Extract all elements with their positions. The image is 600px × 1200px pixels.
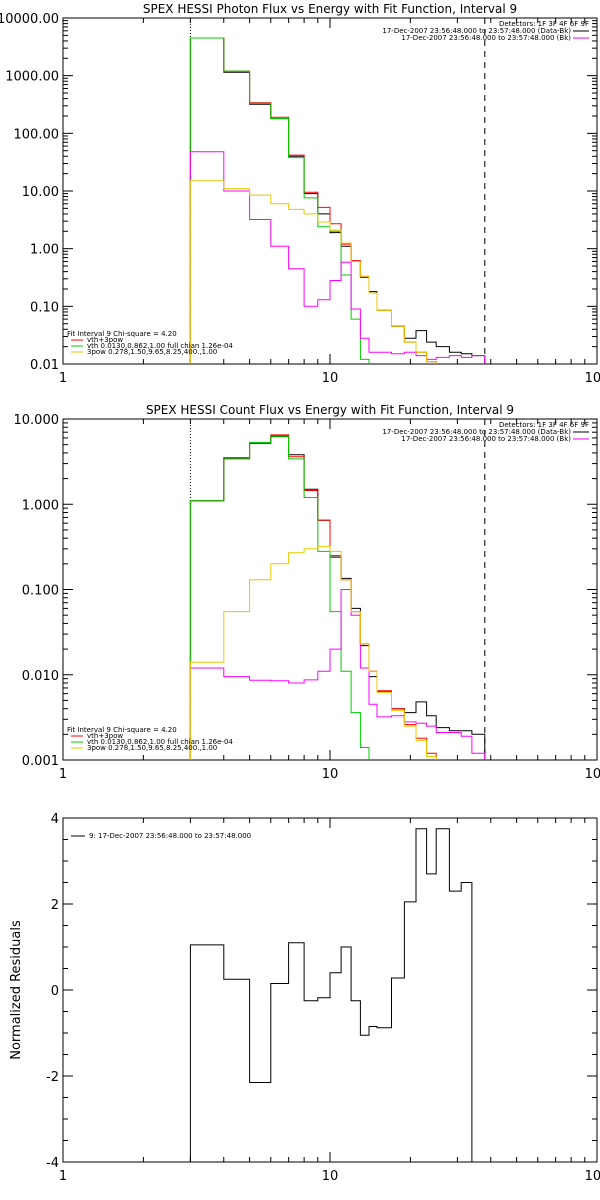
y-tick-label: 0.10 [30, 300, 59, 315]
y-axis-label: Normalized Residuals [9, 920, 24, 1060]
chart-title: SPEX HESSI Count Flux vs Energy with Fit… [146, 403, 514, 417]
y-tick-label: 0.001 [22, 754, 59, 769]
y-tick-label: 0.010 [22, 669, 59, 684]
fit-legend-entry: Fit Interval 9 Chi-square = 4.20 [67, 726, 177, 734]
x-tick-label: 1 [59, 371, 67, 386]
series-line-4 [189, 589, 486, 760]
legend-entry: Detectors: 1F 3F 4F 6F 9F [499, 421, 589, 429]
x-tick-label: 100 [585, 371, 600, 386]
series-group [189, 828, 473, 1162]
plot-frame [62, 17, 598, 365]
series-line-5 [189, 180, 437, 364]
legend-entry: Detectors: 1F 3F 4F 6F 9F [499, 20, 589, 28]
fit-legend-entry: vth 0.0130,0.862,1.00 full chian 1.26e-0… [87, 342, 233, 350]
y-axis: 0.001 0.010 0.100 1.000 10.000 [14, 413, 597, 769]
legend-entry: 17-Dec-2007 23:56:48.000 to 23:57:48.000… [401, 34, 571, 42]
series-line-5 [189, 545, 437, 760]
y-tick-label: -4 [46, 1156, 59, 1171]
series-line-1 [189, 435, 486, 760]
fit-legend-entry: Fit Interval 9 Chi-square = 4.20 [67, 330, 177, 338]
x-tick-label: 100 [585, 1169, 600, 1184]
y-tick-label: 10.00 [22, 185, 59, 200]
series-line-4 [189, 151, 486, 364]
series-line-2 [189, 434, 437, 760]
legend-entry: 17-Dec-2007 23:56:48.000 to 23:57:48.000… [401, 435, 571, 443]
fit-legend-entry: vth 0.0130,0.862,1.00 full chian 1.26e-0… [87, 738, 233, 746]
series-group [189, 37, 486, 364]
y-tick-label: 1000.00 [5, 70, 59, 85]
y-axis: 0.01 0.10 1.00 10.00 100.00 1000.00 10000.00 [0, 12, 597, 373]
y-tick-label: 10000.00 [0, 12, 59, 27]
y-tick-label: 0 [51, 984, 59, 999]
fit-legend-entry: 3pow 0.278,1.50,9.65,8.25,400.,1.00 [87, 744, 217, 752]
series-line-2 [189, 37, 437, 364]
fit-legend-entry: vth+3pow [87, 336, 123, 344]
y-tick-label: 2 [51, 898, 59, 913]
legend-entry: 17-Dec-2007 23:56:48.000 to 23:57:48.000… [382, 27, 571, 35]
fit-legend-entry: 3pow 0.278,1.50,9.65,8.25,400.,1.00 [87, 348, 217, 356]
chart-title: SPEX HESSI Photon Flux vs Energy with Fi… [143, 2, 517, 16]
y-tick-label: -2 [46, 1070, 59, 1085]
y-tick-label: 1.00 [30, 243, 59, 258]
x-tick-label: 10 [322, 767, 339, 782]
y-tick-label: 1.000 [22, 498, 59, 513]
legend-entry: 9: 17-Dec-2007 23:56:48.000 to 23:57:48.… [89, 832, 251, 840]
x-tick-label: 100 [585, 767, 600, 782]
chart-panel-3: 1 10 100 -4 -2 0 2 4 Normalized Residuals 9: 17-D… [9, 812, 600, 1184]
x-axis: 1 10 100 [59, 818, 600, 1184]
x-tick-label: 1 [59, 1169, 67, 1184]
series-line-1 [189, 37, 486, 364]
fit-legend-entry: vth+3pow [87, 732, 123, 740]
x-axis: 1 10 100 [59, 18, 600, 386]
legend-entry: 17-Dec-2007 23:56:48.000 to 23:57:48.000… [382, 428, 571, 436]
y-tick-label: 4 [51, 812, 59, 827]
series-group [189, 434, 486, 760]
x-axis: 1 10 100 [59, 419, 600, 782]
y-tick-label: 0.01 [30, 358, 59, 373]
series-line-3 [189, 436, 370, 760]
x-tick-label: 10 [322, 371, 339, 386]
y-tick-label: 100.00 [14, 127, 60, 142]
series-line-3 [189, 37, 370, 364]
series-line-1 [189, 828, 473, 1162]
x-tick-label: 10 [322, 1169, 339, 1184]
chart-panel-2: SPEX HESSI Count Flux vs Energy with Fit… [14, 403, 600, 782]
y-tick-label: 0.100 [22, 584, 59, 599]
chart-panel-1: SPEX HESSI Photon Flux vs Energy with Fi… [0, 2, 600, 386]
y-tick-label: 10.000 [14, 413, 60, 428]
y-axis: -4 -2 0 2 4 [46, 812, 597, 1171]
x-tick-label: 1 [59, 767, 67, 782]
